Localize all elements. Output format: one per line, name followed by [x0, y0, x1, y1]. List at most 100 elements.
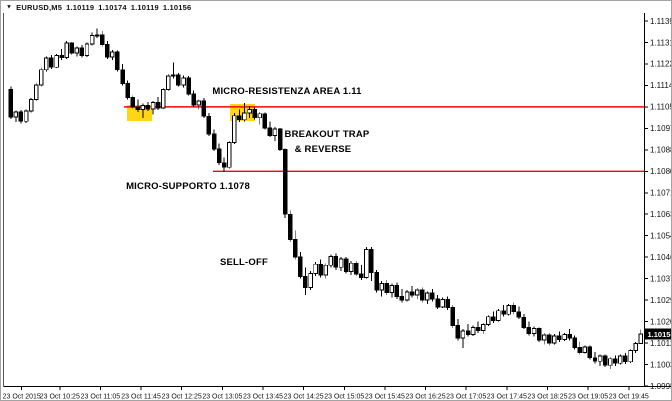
- price-tag-box: [645, 328, 671, 340]
- bear-candle: [186, 77, 191, 95]
- quote-low: 1.10119: [130, 3, 159, 12]
- collapse-arrow-icon[interactable]: ▼: [6, 4, 13, 10]
- bear-candle: [420, 289, 425, 301]
- bear-candle: [521, 316, 527, 328]
- bear-candle: [206, 115, 212, 135]
- bear-candle: [511, 305, 516, 313]
- bear-candle: [69, 42, 75, 54]
- micro-supporto-label[interactable]: MICRO-SUPPORTO 1.1078: [126, 181, 250, 192]
- bear-candle: [115, 51, 120, 71]
- price-tick-label: 1.09950: [650, 382, 672, 391]
- bull-candle: [171, 74, 176, 77]
- price-tick-label: 1.11140: [650, 81, 672, 90]
- time-tick-label: 23 Oct 16:25: [406, 394, 446, 401]
- bear-candle: [602, 355, 608, 366]
- candlesticks: [8, 28, 643, 369]
- bear-candle: [176, 74, 181, 86]
- bear-candle: [155, 102, 161, 109]
- price-tick-label: 1.10800: [650, 167, 672, 176]
- price-tick-label: 1.10630: [650, 210, 672, 219]
- bull-candle: [379, 282, 384, 291]
- bull-candle: [633, 342, 638, 352]
- bear-candle: [587, 346, 593, 359]
- time-tick-label: 23 Oct 19:45: [609, 394, 649, 401]
- bull-candle: [39, 69, 44, 86]
- bear-candle: [262, 113, 268, 129]
- time-tick-label: 23 Oct 13:45: [243, 394, 283, 401]
- bull-candle: [541, 334, 547, 341]
- bear-candle: [99, 34, 105, 45]
- reverse-label[interactable]: & REVERSE: [295, 144, 352, 155]
- bear-candle: [435, 298, 440, 308]
- price-tick-label: 1.11055: [650, 103, 672, 112]
- price-tick-label: 1.10120: [650, 339, 672, 348]
- bull-candle: [364, 249, 369, 278]
- bull-candle: [232, 115, 237, 143]
- time-tick-label: 23 Oct 12:25: [162, 394, 202, 401]
- bull-candle: [257, 113, 262, 119]
- bull-candle: [110, 51, 115, 58]
- bear-candle: [293, 239, 298, 258]
- sell-off-label[interactable]: SELL-OFF: [220, 257, 268, 268]
- bull-candle: [13, 111, 19, 118]
- bear-candle: [18, 111, 24, 122]
- annotation-texts[interactable]: MICRO-RESISTENZA AREA 1.11 BREAKOUT TRAP &…: [126, 86, 370, 268]
- bear-candle: [369, 249, 374, 273]
- bull-candle: [23, 110, 29, 122]
- time-tick-label: 23 Oct 11:45: [121, 394, 161, 401]
- bear-candle: [105, 44, 110, 58]
- bull-candle: [328, 256, 334, 266]
- bear-candle: [430, 292, 435, 300]
- bear-candle: [252, 109, 257, 119]
- bear-candle: [318, 263, 323, 276]
- current-price-tag: 1.10156: [645, 328, 671, 340]
- bull-candle: [160, 89, 166, 109]
- price-tick-label: 1.10035: [650, 360, 672, 369]
- price-axis[interactable]: 1.11395 1.11310 1.11225 1.11140 1.11055 1.109…: [644, 17, 672, 391]
- symbol-period-label: EURUSD,M5: [16, 3, 63, 12]
- time-tick-label: 23 Oct 15:05: [324, 394, 364, 401]
- price-tick-label: 1.11395: [650, 17, 672, 26]
- bear-candle: [221, 162, 227, 168]
- bear-candle: [526, 326, 532, 334]
- bull-candle: [470, 326, 476, 335]
- bull-candle: [506, 305, 511, 315]
- time-tick-label: 23 Oct 11:05: [81, 394, 121, 401]
- chart-title: ▼ EURUSD,M5 1.10119 1.10174 1.10119 1.10…: [6, 3, 191, 12]
- bull-candle: [313, 263, 318, 274]
- time-tick-label: 23 Oct 10:25: [40, 394, 80, 401]
- bear-candle: [475, 326, 481, 331]
- breakout-trap-label[interactable]: BREAKOUT TRAP: [285, 129, 370, 140]
- bull-candle: [74, 47, 80, 54]
- bull-candle: [582, 346, 588, 354]
- bear-candle: [592, 357, 598, 362]
- bull-candle: [323, 264, 329, 276]
- bear-candle: [501, 310, 506, 315]
- bull-candle: [166, 75, 171, 90]
- bull-candle: [496, 310, 501, 321]
- bear-candle: [577, 347, 583, 354]
- bear-candle: [333, 256, 339, 268]
- bear-candle: [267, 127, 273, 136]
- bear-candle: [287, 213, 293, 240]
- bear-candle: [353, 262, 359, 275]
- time-tick-label: 23 Oct 14:25: [284, 394, 324, 401]
- micro-resistenza-label[interactable]: MICRO-RESISTENZA AREA 1.11: [212, 86, 362, 97]
- time-tick-label: 23 Oct 2015: [3, 394, 41, 401]
- price-tick-label: 1.10205: [650, 317, 672, 326]
- bear-candle: [216, 148, 222, 164]
- bear-candle: [536, 327, 542, 341]
- bull-candle: [28, 99, 34, 112]
- price-tick-label: 1.11225: [650, 60, 672, 69]
- time-tick-label: 23 Oct 18:25: [527, 394, 567, 401]
- time-tick-label: 23 Oct 17:45: [487, 394, 527, 401]
- bull-candle: [140, 105, 146, 111]
- bear-candle: [79, 47, 85, 57]
- bear-candle: [359, 273, 364, 278]
- bear-candle: [211, 133, 217, 150]
- bear-candle: [399, 296, 405, 301]
- quote-close: 1.10156: [162, 3, 192, 12]
- bull-candle: [181, 77, 186, 86]
